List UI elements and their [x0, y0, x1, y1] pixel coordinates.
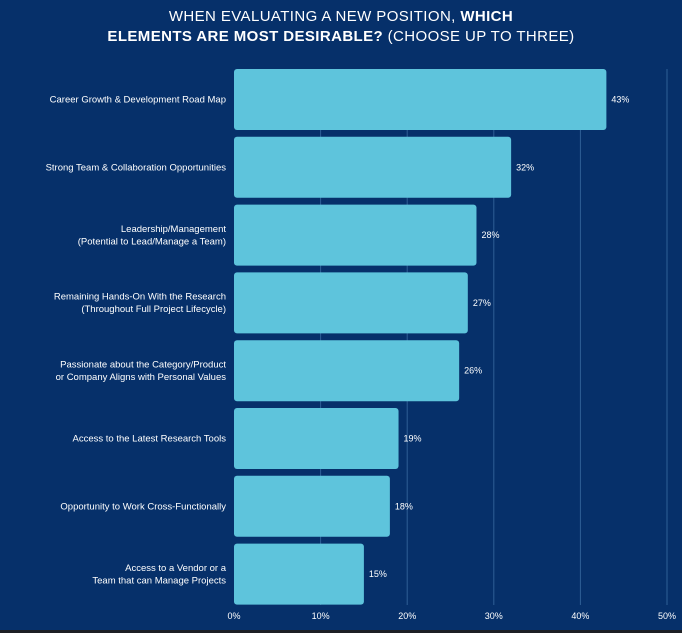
bar [234, 204, 477, 266]
chart-title: WHEN EVALUATING A NEW POSITION, WHICH EL… [0, 7, 682, 47]
bar [234, 340, 460, 402]
chart-title-line-1: WHEN EVALUATING A NEW POSITION, WHICH [0, 7, 682, 27]
category-label: Leadership/Management [121, 224, 226, 235]
value-label: 28% [481, 230, 499, 240]
value-label: 32% [516, 162, 534, 172]
bar [234, 136, 512, 198]
category-label: Opportunity to Work Cross-Functionally [60, 501, 226, 512]
category-label: Access to a Vendor or a [125, 563, 227, 574]
x-tick-label: 20% [398, 611, 416, 621]
title-line2-normal: (CHOOSE UP TO THREE) [383, 28, 575, 45]
x-tick-label: 30% [485, 611, 503, 621]
value-label: 27% [473, 298, 491, 308]
x-tick-label: 0% [227, 611, 240, 621]
category-label: (Throughout Full Project Lifecycle) [81, 304, 226, 315]
category-label: or Company Aligns with Personal Values [56, 372, 227, 383]
category-label: Strong Team & Collaboration Opportunitie… [46, 162, 227, 173]
bottom-edge [0, 630, 682, 633]
category-label: Access to the Latest Research Tools [73, 434, 227, 445]
value-label: 26% [464, 366, 482, 376]
value-label: 19% [404, 434, 422, 444]
value-label: 15% [369, 569, 387, 579]
value-label: 18% [395, 501, 413, 511]
bar [234, 543, 364, 605]
title-line2-bold: ELEMENTS ARE MOST DESIRABLE? [107, 28, 384, 45]
category-label: Passionate about the Category/Product [60, 359, 226, 370]
x-tick-label: 10% [312, 611, 330, 621]
bar [234, 408, 399, 469]
x-tick-label: 40% [571, 611, 589, 621]
x-tick-label: 50% [658, 611, 676, 621]
category-label: (Potential to Lead/Manage a Team) [78, 236, 226, 247]
value-label: 43% [611, 95, 629, 105]
bar [234, 69, 607, 130]
bar [234, 272, 468, 334]
title-line1-normal: WHEN EVALUATING A NEW POSITION, [168, 8, 461, 25]
category-label: Career Growth & Development Road Map [50, 95, 226, 106]
title-line1-bold: WHICH [460, 8, 514, 25]
category-label: Remaining Hands-On With the Research [54, 292, 226, 303]
bar [234, 475, 390, 537]
chart-title-line-2: ELEMENTS ARE MOST DESIRABLE? (CHOOSE UP … [0, 27, 682, 47]
category-label: Team that can Manage Projects [92, 575, 226, 586]
